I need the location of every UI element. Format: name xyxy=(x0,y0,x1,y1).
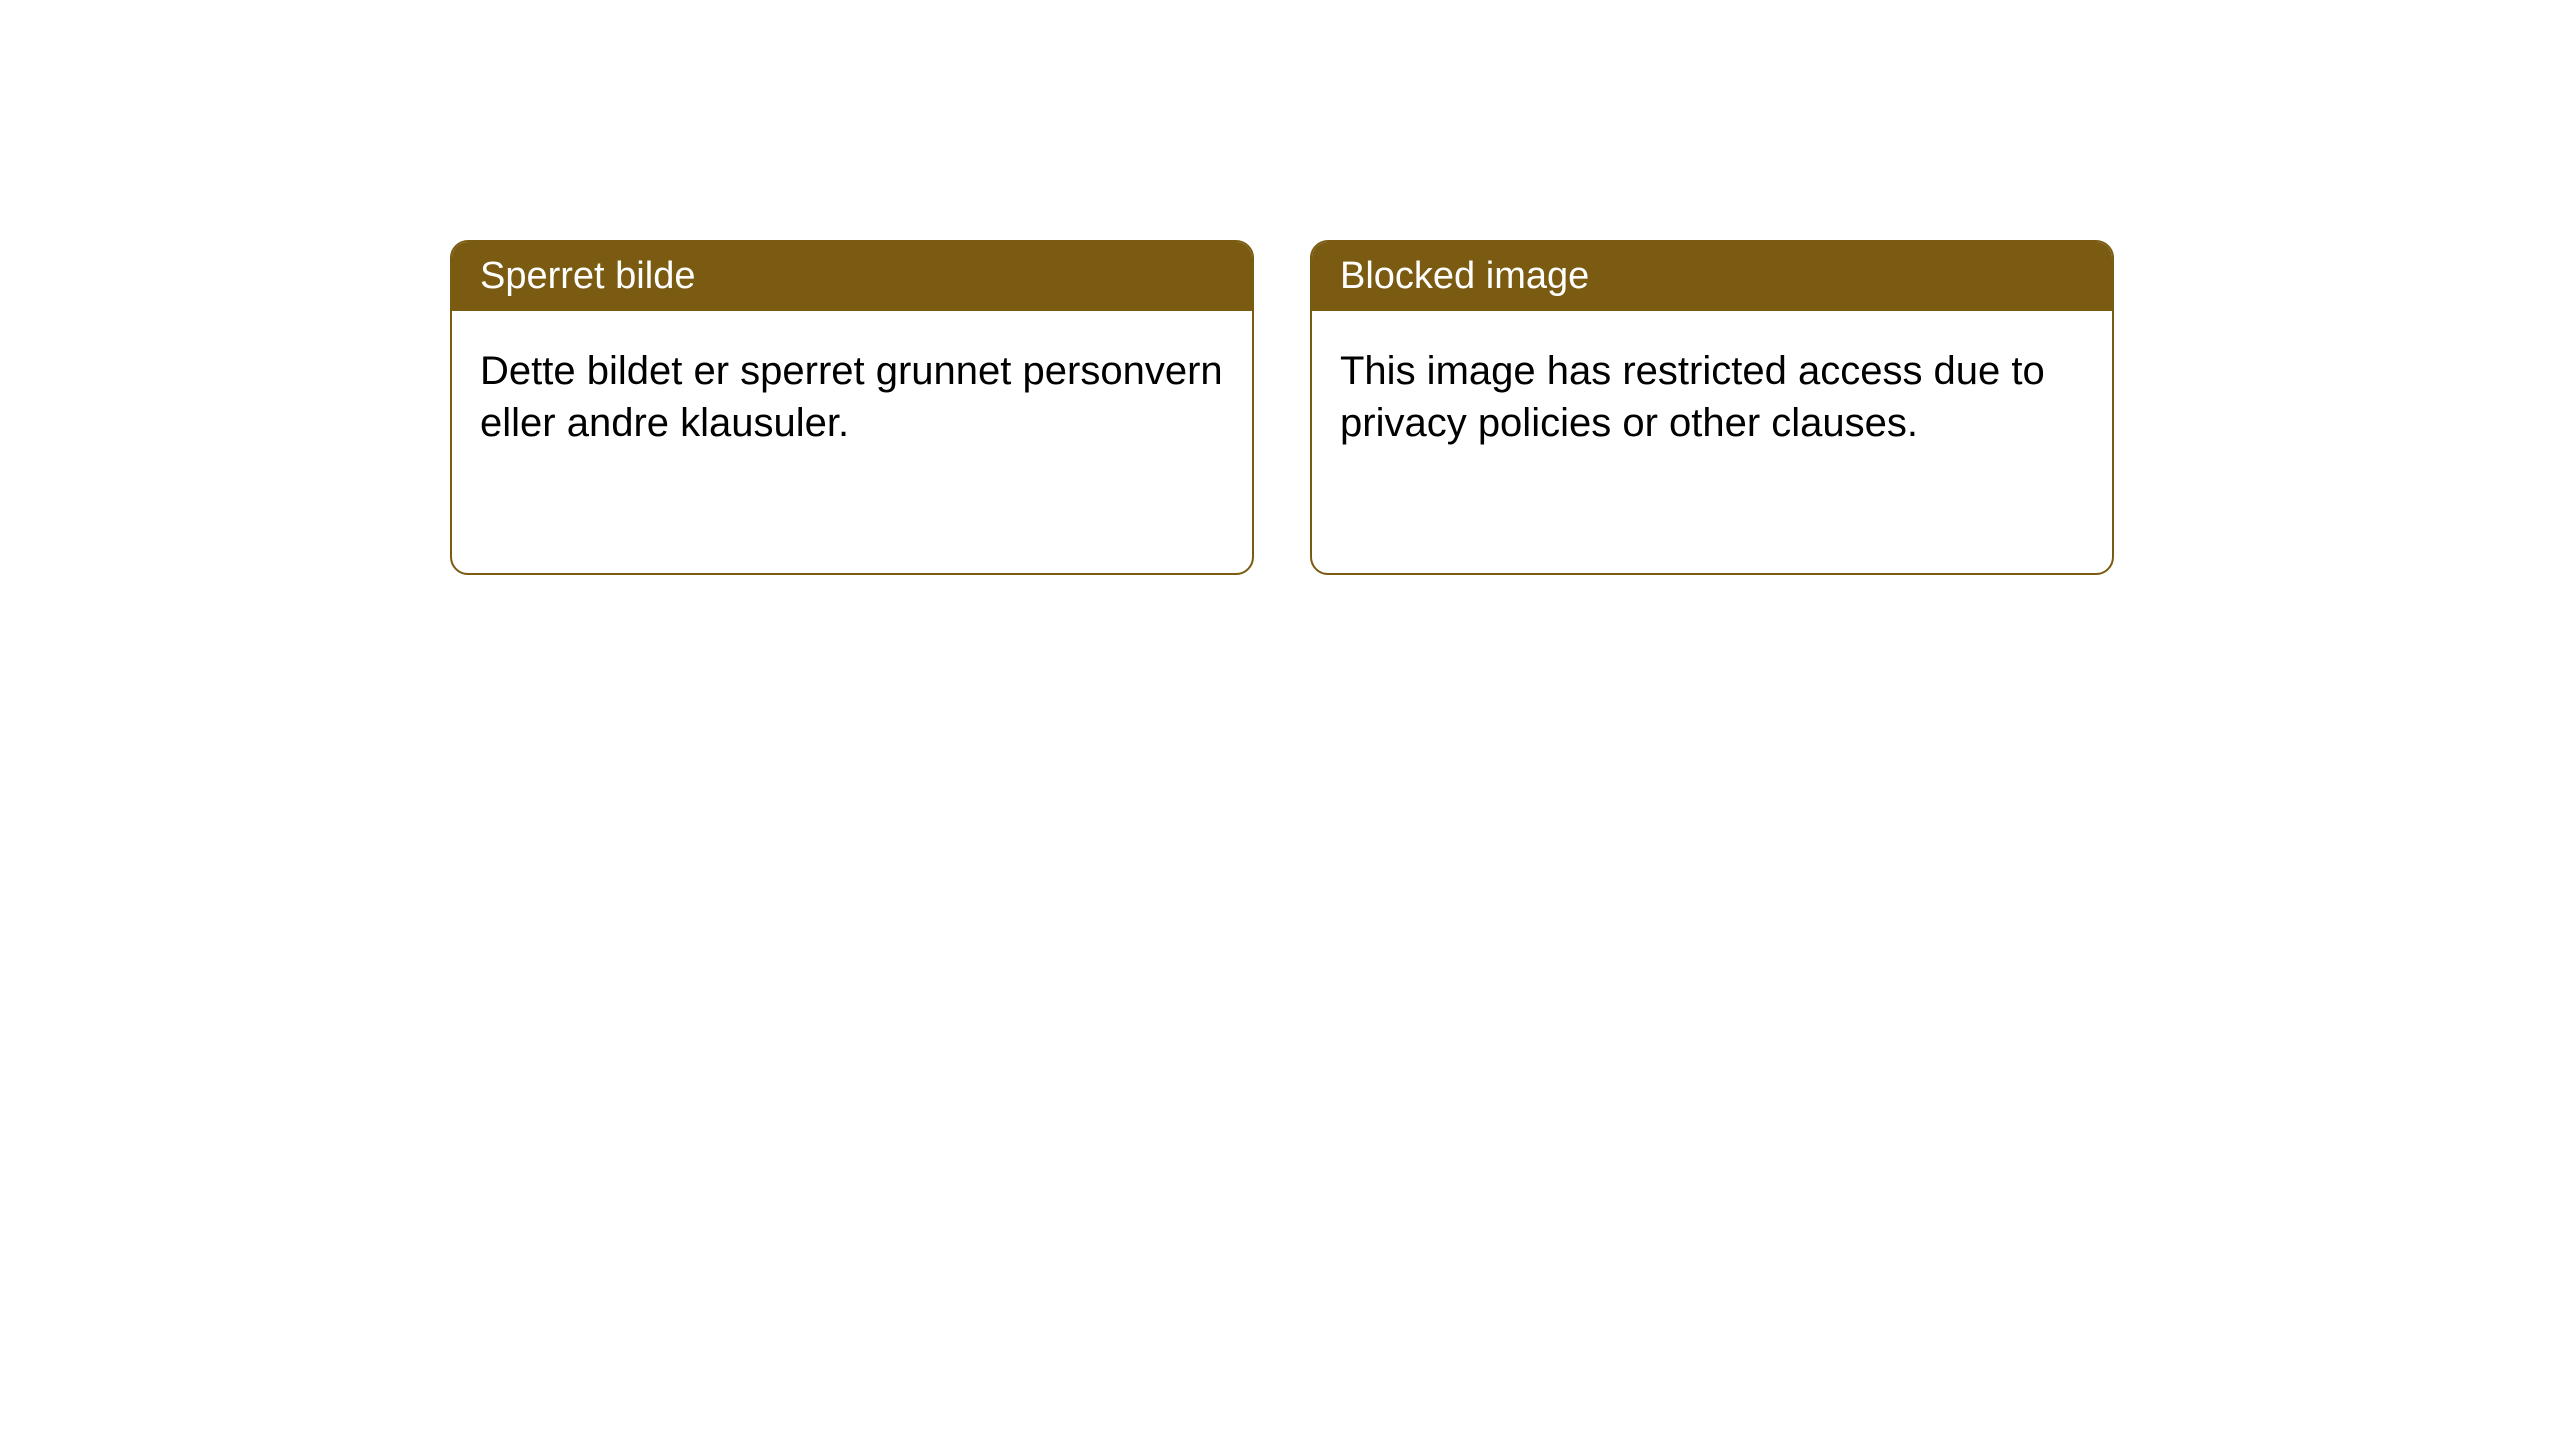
notice-panels-container: Sperret bilde Dette bildet er sperret gr… xyxy=(0,0,2560,575)
notice-panel-english: Blocked image This image has restricted … xyxy=(1310,240,2114,575)
panel-title: Blocked image xyxy=(1312,242,2112,311)
panel-title: Sperret bilde xyxy=(452,242,1252,311)
panel-body-text: This image has restricted access due to … xyxy=(1312,311,2112,483)
panel-body-text: Dette bildet er sperret grunnet personve… xyxy=(452,311,1252,483)
notice-panel-norwegian: Sperret bilde Dette bildet er sperret gr… xyxy=(450,240,1254,575)
